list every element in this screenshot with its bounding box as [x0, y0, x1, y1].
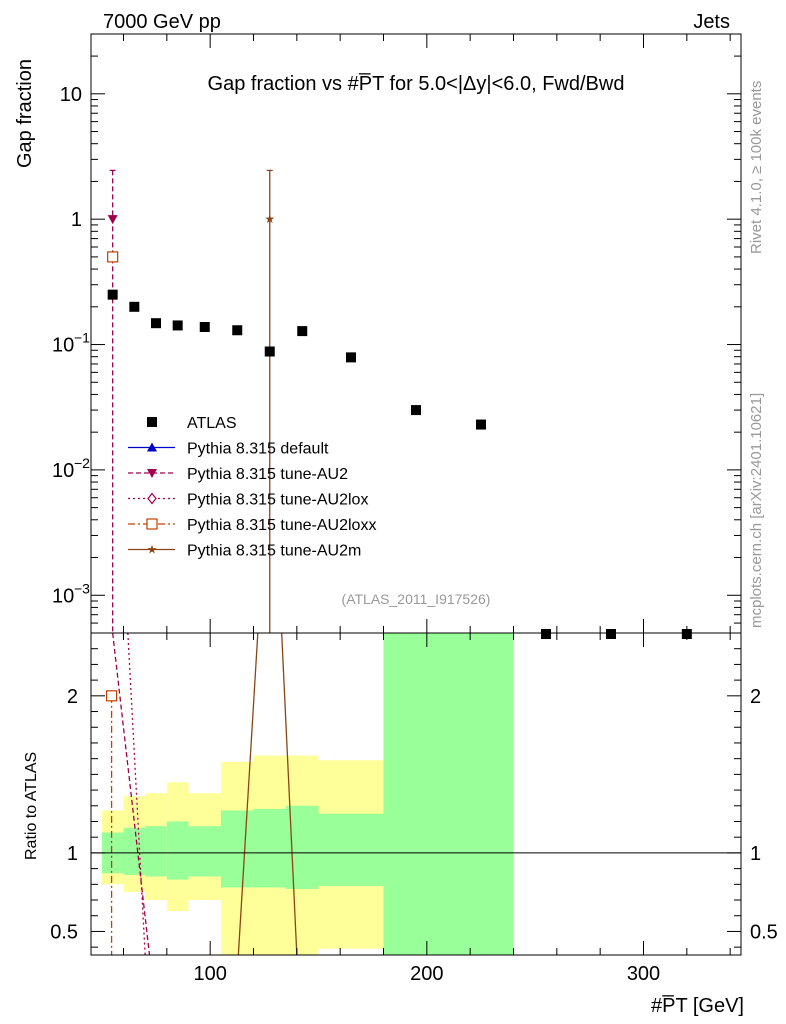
- legend-label-au2lox: Pythia 8.315 tune-AU2lox: [187, 492, 368, 509]
- data-point-3: [172, 320, 183, 331]
- legend-label-data: ATLAS: [187, 415, 237, 432]
- mc-marker-au2: [107, 215, 118, 225]
- band-inner-6: [253, 808, 286, 888]
- y-tick-label-top-2: 10: [52, 335, 74, 357]
- data-point-0: [107, 289, 118, 300]
- rivet-label: Rivet 4.1.0, ≥ 100k events: [748, 81, 765, 254]
- band-inner-2: [145, 826, 167, 877]
- legend-label-au2: Pythia 8.315 tune-AU2: [187, 466, 348, 483]
- y-tick-label-top-0: 10: [60, 84, 82, 106]
- band-inner-9: [383, 633, 514, 955]
- data-point-9: [411, 405, 421, 416]
- data-point-10: [476, 419, 486, 430]
- data-point-2: [151, 318, 161, 329]
- data-point-12: [606, 629, 616, 639]
- legend-label-au2m: Pythia 8.315 tune-AU2m: [187, 543, 361, 560]
- ratio-line-au2-0: [112, 633, 151, 955]
- x-tick-label-200: 200: [410, 963, 443, 985]
- legend-marker-au2: [147, 469, 157, 478]
- y-axis-label-bottom: Ratio to ATLAS: [23, 752, 40, 860]
- y-tick-label-top-1: 1: [71, 209, 82, 231]
- energy-label: 7000 GeV pp: [103, 11, 221, 33]
- ratio-mc-lines: [110, 633, 298, 955]
- band-inner-4: [188, 826, 221, 877]
- data-point-7: [297, 326, 308, 337]
- mc-points: ★: [105, 212, 275, 702]
- y-tick-label-bot-r-0: 0.5: [750, 921, 778, 943]
- axis-ticks: [91, 33, 741, 955]
- legend-marker-default: [147, 442, 157, 452]
- x-tick-label-300: 300: [627, 963, 660, 985]
- mcplots-label: mcplots.cern.ch [arXiv:2401.10621]: [748, 393, 765, 628]
- bottom-panel-frame: [90, 632, 742, 956]
- legend-label-default: Pythia 8.315 default: [187, 441, 329, 458]
- y-tick-label-bot-l-2: 2: [67, 686, 78, 708]
- data-points: [107, 289, 692, 639]
- band-inner-1: [123, 827, 146, 875]
- data-point-11: [541, 629, 551, 639]
- band-inner-5: [221, 810, 254, 888]
- ratio-line-au2m-4: [281, 633, 298, 955]
- legend-marker-au2m: ★: [147, 543, 158, 557]
- band-inner-3: [166, 821, 189, 880]
- y-tick-label-bot-l-1: 1: [67, 843, 78, 865]
- mc-marker-au2m: ★: [264, 212, 275, 226]
- mc-marker-au2loxx: [107, 251, 119, 263]
- y-tick-label-top-4: 10: [52, 585, 74, 607]
- y-tick-label-bot-r-1: 1: [750, 843, 761, 865]
- y-tick-label-bot-l-0: 0.5: [50, 921, 78, 943]
- y-axis-label-top: Gap fraction: [14, 59, 36, 168]
- ratio-uncertainty-bands: [101, 633, 514, 955]
- data-point-4: [199, 322, 210, 333]
- ratio-marker-au2loxx: [105, 690, 118, 702]
- x-tick-label-100: 100: [193, 963, 226, 985]
- process-label: Jets: [693, 11, 730, 33]
- y-tick-label-top-exp-2: −1: [74, 330, 90, 346]
- data-point-6: [264, 346, 275, 357]
- x-axis-label: #P̅T [GeV]: [651, 994, 744, 1017]
- y-tick-label-top-3: 10: [52, 460, 74, 482]
- plot-frames: [90, 33, 742, 956]
- y-tick-label-top-exp-3: −2: [74, 455, 90, 471]
- band-inner-8: [318, 813, 384, 886]
- y-tick-label-bot-r-2: 2: [750, 686, 761, 708]
- ratio-line-au2lox-1: [127, 633, 146, 955]
- analysis-label: (ATLAS_2011_I917526): [342, 591, 491, 607]
- legend-marker-data: [147, 417, 157, 427]
- data-point-8: [346, 352, 356, 363]
- chart-title: Gap fraction vs #P̅T for 5.0<|Δy|<6.0, F…: [208, 72, 625, 95]
- y-tick-label-top-exp-4: −3: [74, 580, 90, 596]
- data-point-1: [129, 301, 140, 312]
- ratio-line-au2m-3: [237, 633, 259, 955]
- legend-label-au2loxx: Pythia 8.315 tune-AU2loxx: [187, 517, 376, 534]
- legend-marker-au2loxx: [146, 518, 158, 530]
- legend-marker-au2lox: [147, 492, 157, 505]
- mc-error-bars: [109, 169, 273, 633]
- data-point-5: [232, 325, 243, 336]
- legend: ATLAS Pythia 8.315 default Pythia 8.315 tu…: [128, 415, 376, 560]
